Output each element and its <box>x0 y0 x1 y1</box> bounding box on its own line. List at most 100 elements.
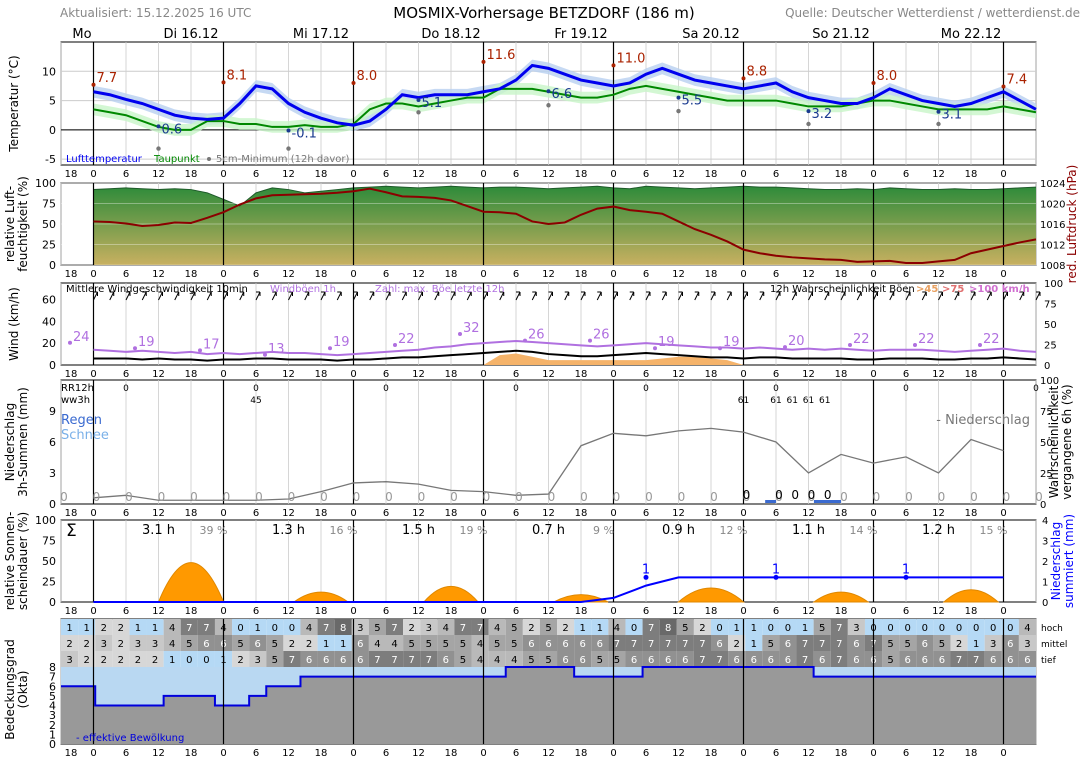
cloud-value: 7 <box>460 623 466 634</box>
hour-tick-label: 18 <box>835 369 848 380</box>
max-gust-label: 19 <box>658 335 675 350</box>
cloud-cell <box>61 619 79 635</box>
max-gust-point <box>263 352 267 357</box>
hour-tick-label: 12 <box>672 269 685 280</box>
cloud-value: 5 <box>494 639 500 650</box>
cloud-value: 3 <box>66 655 72 666</box>
y-tick-label: 0 <box>49 259 56 272</box>
daily-sunshine-percent: 9 % <box>593 524 614 537</box>
hour-tick-label: 0 <box>90 369 96 380</box>
y2-tick-label: 25 <box>1044 341 1057 352</box>
cloud-cell <box>163 635 181 651</box>
cloud-value: 7 <box>408 655 414 666</box>
cloud-effective-area <box>61 667 1036 744</box>
precip-sum-zero: 0 <box>775 490 783 504</box>
hour-tick-label: 6 <box>773 748 779 759</box>
cloud-value: 6 <box>580 639 586 650</box>
y2-tick-label: 75 <box>1044 300 1057 311</box>
hour-tick-label: 0 <box>220 169 226 180</box>
wind-direction-arrow <box>93 291 98 301</box>
cloud-value: 6 <box>922 639 928 650</box>
cloud-value: 3 <box>255 655 261 666</box>
precip-sum-zero: 0 <box>873 490 881 504</box>
cloud-value: 7 <box>391 655 397 666</box>
cloud-cell <box>625 635 643 651</box>
precip-probability-line <box>93 427 1004 501</box>
hour-tick-label: 0 <box>610 169 616 180</box>
hour-tick-label: 0 <box>870 169 876 180</box>
max-gust-label: 22 <box>398 332 415 347</box>
day-label: Mi 17.12 <box>293 27 349 42</box>
y2-tick-label: 4 <box>1042 516 1048 527</box>
y-tick-label: 0 <box>49 124 56 137</box>
hour-tick-label: 6 <box>123 606 129 617</box>
max-gust-label: 22 <box>853 332 870 347</box>
hour-tick-label: 12 <box>152 369 165 380</box>
cloud-value: 5 <box>186 639 192 650</box>
hour-tick-label: 12 <box>542 169 555 180</box>
cloud-cell <box>967 619 985 635</box>
hour-tick-label: 12 <box>802 508 815 519</box>
cloud-value: 1 <box>973 639 979 650</box>
cloud-value: 1 <box>802 623 808 634</box>
cloud-value: 1 <box>66 623 72 634</box>
cloud-cell <box>1018 651 1036 667</box>
precip-cumulative-label: 1 <box>902 562 910 577</box>
cloud-cell <box>796 619 814 635</box>
cloud-cell <box>539 651 558 667</box>
hour-tick-label: 18 <box>315 269 328 280</box>
cloud-value: 6 <box>716 639 722 650</box>
cloud-value: 7 <box>203 623 209 634</box>
y-tick-label: 0 <box>49 738 56 751</box>
max-gust-point <box>133 346 137 351</box>
cloud-value: 4 <box>1024 623 1030 634</box>
hour-tick-label: 18 <box>315 369 328 380</box>
y-axis-label-line: Wind (km/h) <box>7 287 21 361</box>
y-axis-label-line: relative Luft- <box>3 186 17 262</box>
cloud-value: 5 <box>511 623 517 634</box>
cloud-value: 6 <box>768 655 774 666</box>
rain-bar <box>813 500 841 503</box>
cloud-value: 2 <box>66 639 72 650</box>
cloud-cell <box>471 635 489 651</box>
precip-sum-zero: 0 <box>418 490 426 504</box>
hour-tick-label: 0 <box>220 269 226 280</box>
hour-tick-label: 18 <box>705 269 718 280</box>
hour-tick-label: 18 <box>315 169 328 180</box>
cloud-cell <box>488 635 506 651</box>
hour-tick-label: 18 <box>185 606 198 617</box>
hour-tick-label: 0 <box>610 369 616 380</box>
cloud-value: 5 <box>443 639 449 650</box>
ww3-value: 45 <box>250 396 261 406</box>
precip-sum-zero: 0 <box>320 490 328 504</box>
hour-tick-label: 18 <box>835 606 848 617</box>
hour-tick-label: 0 <box>480 748 486 759</box>
cloud-cell <box>112 651 130 667</box>
hour-tick-label: 12 <box>152 748 165 759</box>
mean-wind-line <box>93 349 1037 362</box>
y-tick-label: 0 <box>49 498 56 511</box>
cloud-cell <box>232 651 250 667</box>
ground-min-point <box>936 121 941 127</box>
wind-direction-arrow <box>304 291 310 301</box>
hour-tick-label: 6 <box>513 369 519 380</box>
y2-tick-label: 1 <box>1042 578 1048 589</box>
wind-direction-arrow <box>678 291 683 301</box>
wind-direction-arrow <box>466 291 472 301</box>
wind-direction-arrow <box>109 291 115 301</box>
cloud-cell <box>334 651 352 667</box>
cloud-cell <box>61 651 79 667</box>
max-temp-label: 8.0 <box>357 69 378 84</box>
cloud-cell <box>591 635 609 651</box>
y2-axis-label-line: summiert (mm) <box>1062 514 1076 608</box>
ground-min-point <box>676 108 681 114</box>
cloud-value: 5 <box>408 639 414 650</box>
wind-direction-arrow <box>629 291 635 301</box>
max-marker <box>741 76 746 81</box>
y2-tick-label: 1012 <box>1040 241 1065 252</box>
cloud-value: 0 <box>922 623 928 634</box>
pressure-line <box>93 187 1037 264</box>
cloud-cell <box>762 651 780 667</box>
precip-sum-point <box>903 574 909 580</box>
rr12-value: 0 <box>253 384 259 394</box>
